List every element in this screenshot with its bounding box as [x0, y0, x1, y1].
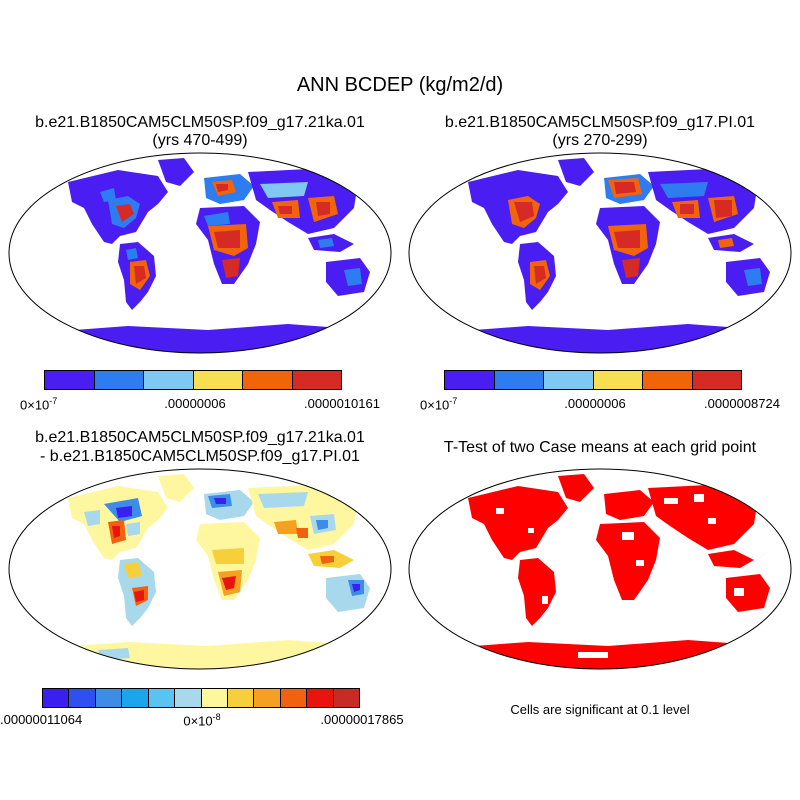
- case1-colorbar-bin: [193, 371, 243, 389]
- figure-title: ANN BCDEP (kg/m2/d): [296, 74, 504, 96]
- case1-colorbar-bin: [292, 371, 341, 389]
- diff-colorbar-bin: [122, 689, 149, 707]
- diff-colorbar-bin: [95, 689, 123, 707]
- case1-title: b.e21.B1850CAM5CLM50SP.f09_g17.21ka.01: [35, 114, 365, 131]
- diff-colorbar-bin: [201, 689, 228, 707]
- diff-title-line1: b.e21.B1850CAM5CLM50SP.f09_g17.21ka.01: [35, 429, 365, 446]
- case1-years: (yrs 470-499): [152, 132, 248, 149]
- case1-colorbar-label-mid: .00000006: [164, 396, 226, 411]
- case2-years: (yrs 270-299): [552, 132, 648, 149]
- case2-colorbar-label-left: 0×10-7: [420, 396, 458, 413]
- land-europe: [604, 490, 654, 520]
- case2-colorbar-bin: [692, 371, 741, 389]
- case2-colorbar-label-right: .0000008724: [704, 396, 780, 411]
- case1-colorbar-label-left: 0×10-7: [20, 396, 58, 413]
- case2-colorbar-bin: [494, 371, 544, 389]
- case2-colorbar-label-mid: .00000006: [564, 396, 626, 411]
- diff-title-line2: - b.e21.B1850CAM5CLM50SP.f09_g17.PI.01: [40, 448, 360, 465]
- diff-colorbar-bin: [43, 689, 70, 707]
- case1-colorbar-bin: [144, 371, 194, 389]
- diff-colorbar-bin: [333, 689, 360, 707]
- case2-colorbar: [444, 370, 742, 390]
- diff-colorbar-bin: [69, 689, 96, 707]
- case1-colorbar-bin: [94, 371, 144, 389]
- diff-colorbar-bin: [254, 689, 281, 707]
- case2-colorbar-bin: [593, 371, 643, 389]
- ttest-note: Cells are significant at 0.1 level: [510, 702, 690, 717]
- case2-colorbar-bin: [445, 371, 495, 389]
- land-greenland: [158, 158, 194, 186]
- diff-colorbar-bin: [148, 689, 176, 707]
- land-australia: [726, 574, 770, 612]
- diff-colorbar-label-left: .00000011064: [0, 712, 83, 727]
- diff-colorbar-bin: [280, 689, 308, 707]
- case2-map: [408, 152, 792, 354]
- land-africa: [596, 522, 660, 600]
- diff-map: [8, 468, 392, 670]
- case2-colorbar-bin: [544, 371, 594, 389]
- diff-colorbar-bin: [175, 689, 202, 707]
- ttest-map: [408, 468, 792, 670]
- land-north-america: [468, 486, 568, 560]
- case1-colorbar: [44, 370, 342, 390]
- case1-colorbar-bin: [243, 371, 293, 389]
- case1-colorbar-label-right: .0000010161: [304, 396, 380, 411]
- land-south-america: [518, 558, 556, 626]
- diff-colorbar-bin: [227, 689, 255, 707]
- case2-title: b.e21.B1850CAM5CLM50SP.f09_g17.PI.01: [444, 114, 756, 131]
- case2-colorbar-bin: [643, 371, 693, 389]
- diff-colorbar-bin: [307, 689, 334, 707]
- case1-map: [8, 152, 392, 354]
- diff-colorbar-label-right: .00000017865: [320, 712, 404, 727]
- case1-colorbar-bin: [45, 371, 95, 389]
- diff-colorbar: [42, 688, 360, 708]
- ttest-title: T-Test of two Case means at each grid po…: [443, 439, 757, 456]
- diff-colorbar-label-mid: 0×10-8: [183, 712, 221, 729]
